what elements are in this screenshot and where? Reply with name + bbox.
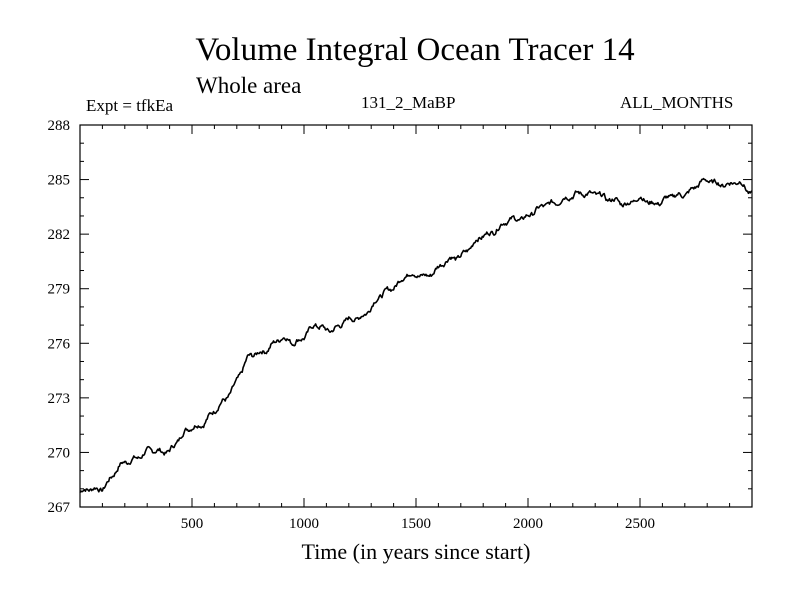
x-tick-label: 1000 — [289, 516, 319, 532]
x-tick-label: 2500 — [625, 516, 655, 532]
y-tick-label: 288 — [48, 118, 71, 134]
x-tick-label: 2000 — [513, 516, 543, 532]
y-tick-label: 279 — [48, 282, 71, 298]
experiment-label: Expt = tfkEa — [86, 96, 174, 115]
x-tick-label: 500 — [181, 516, 204, 532]
y-tick-label: 276 — [48, 336, 71, 352]
y-tick-label: 270 — [48, 445, 71, 461]
chart-subtitle: Whole area — [196, 73, 302, 98]
y-tick-label: 273 — [48, 391, 71, 407]
chart-title: Volume Integral Ocean Tracer 14 — [195, 32, 635, 68]
plot-frame — [79, 124, 753, 508]
y-tick-label: 282 — [48, 227, 71, 243]
x-axis-label: Time (in years since start) — [301, 539, 531, 564]
y-tick-label: 267 — [48, 500, 71, 516]
run-label: 131_2_MaBP — [361, 93, 456, 112]
months-label: ALL_MONTHS — [620, 93, 734, 112]
axis-ticks — [80, 125, 752, 507]
series-line — [79, 177, 753, 493]
y-tick-label: 285 — [48, 173, 71, 189]
tick-labels: 500 1000 1500 2000 2500 267 270 273 276 279 282 285… — [48, 118, 656, 532]
x-tick-label: 1500 — [401, 516, 431, 532]
